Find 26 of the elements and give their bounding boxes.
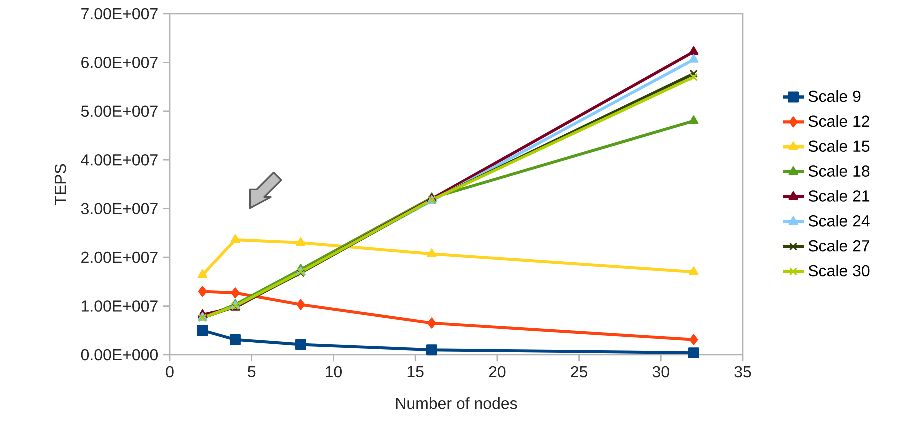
y-axis-title: TEPS <box>54 164 66 206</box>
legend-label: Scale 30 <box>808 264 870 277</box>
x-tick-label: 10 <box>326 366 342 378</box>
legend-label: Scale 15 <box>808 140 870 152</box>
legend-label: Scale 18 <box>808 165 870 177</box>
y-tick-label: 0.00E+000 <box>81 349 158 361</box>
legend-label: Scale 21 <box>808 190 870 202</box>
y-tick-label: 7.00E+007 <box>82 8 158 20</box>
y-tick-label: 6.00E+007 <box>82 57 158 68</box>
x-tick-label: 20 <box>489 366 506 378</box>
x-tick-label: 35 <box>734 366 752 378</box>
y-tick-label: 2.00E+007 <box>82 252 158 264</box>
y-tick-label: 3.00E+007 <box>81 203 158 214</box>
legend-label: Scale 27 <box>808 240 870 252</box>
x-tick-label: 25 <box>571 366 588 378</box>
y-tick-label: 5.00E+007 <box>81 106 158 118</box>
x-tick-label: 0 <box>166 366 174 378</box>
legend-label: Scale 24 <box>808 215 870 227</box>
legend-label: Scale 9 <box>808 90 861 102</box>
y-tick-label: 4.00E+007 <box>81 154 158 166</box>
legend-label: Scale 12 <box>808 115 870 128</box>
x-tick-label: 5 <box>248 366 256 378</box>
y-tick-label: 1.00E+007 <box>82 300 158 312</box>
x-tick-label: 30 <box>652 366 670 378</box>
x-tick-label: 15 <box>408 366 424 378</box>
x-axis-title: Number of nodes <box>396 398 518 410</box>
